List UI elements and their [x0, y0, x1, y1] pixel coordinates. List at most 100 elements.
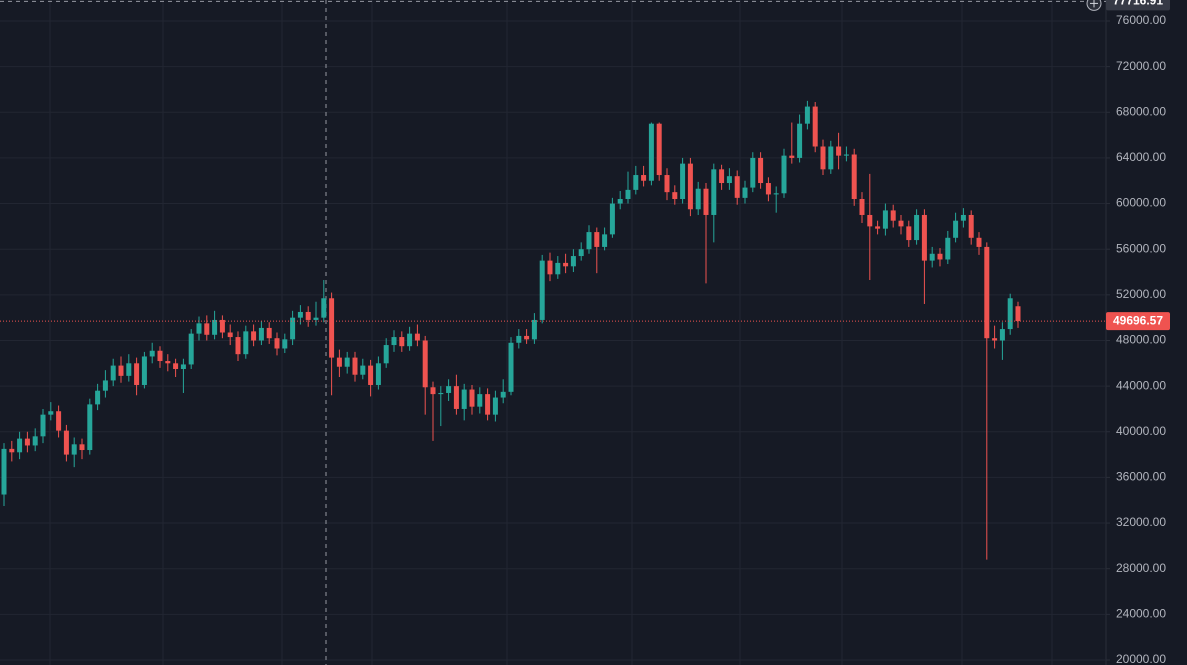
- y-tick-label: 36000.00: [1116, 470, 1166, 484]
- candle-body: [165, 361, 171, 364]
- candle-body: [399, 337, 405, 347]
- y-tick-label: 76000.00: [1116, 13, 1166, 27]
- candle-body: [789, 155, 795, 158]
- candle-body: [531, 319, 537, 340]
- candle-body: [999, 329, 1005, 341]
- candle-body: [251, 331, 257, 341]
- candle-body: [313, 317, 319, 320]
- candle-body: [368, 365, 374, 385]
- y-tick-label: 44000.00: [1116, 378, 1166, 392]
- candle-body: [48, 411, 54, 415]
- candle-body: [656, 123, 662, 176]
- candle-body: [765, 183, 771, 195]
- candle-body: [360, 365, 366, 375]
- candle-body: [258, 327, 264, 341]
- candle-body: [602, 234, 608, 247]
- candle-body: [664, 175, 670, 193]
- y-tick-label: 32000.00: [1116, 515, 1166, 529]
- last-price-box: [1106, 312, 1170, 331]
- candle-body: [875, 226, 881, 229]
- candle-body: [539, 260, 545, 320]
- candle-body: [992, 338, 998, 341]
- candle-body: [446, 386, 452, 393]
- candle-body: [79, 444, 85, 451]
- candle-body: [625, 189, 631, 199]
- candle-body: [648, 123, 654, 181]
- candle-body: [914, 214, 920, 241]
- candle-body: [1, 448, 7, 495]
- candle-body: [243, 331, 249, 355]
- candle-body: [329, 298, 335, 358]
- candle-body: [563, 262, 569, 267]
- candle-body: [95, 390, 101, 405]
- candle-body: [71, 444, 77, 455]
- candle-body: [461, 389, 467, 409]
- candle-body: [17, 438, 23, 453]
- y-tick-label: 24000.00: [1116, 607, 1166, 621]
- candle-body: [1015, 306, 1021, 322]
- candle-body: [547, 260, 553, 275]
- y-tick-label: 60000.00: [1116, 196, 1166, 210]
- candle-body: [282, 339, 288, 349]
- candle-body: [438, 392, 444, 395]
- candle-body: [555, 262, 561, 275]
- candle-body: [290, 317, 296, 340]
- y-tick-label: 72000.00: [1116, 59, 1166, 73]
- candle-body: [921, 214, 927, 261]
- candle-body: [375, 363, 381, 385]
- candle-body: [196, 323, 202, 334]
- candle-body: [110, 365, 116, 381]
- candle-body: [141, 356, 147, 385]
- candle-body: [407, 333, 413, 347]
- last-price-label: 49696.57: [1113, 313, 1163, 327]
- candle-body: [804, 106, 810, 124]
- candle-body: [719, 169, 725, 184]
- candle-body: [63, 430, 69, 455]
- candle-body: [453, 386, 459, 409]
- candle-body: [149, 350, 155, 357]
- y-tick-label: 48000.00: [1116, 333, 1166, 347]
- candle-body: [492, 397, 498, 415]
- candle-body: [32, 436, 38, 446]
- candle-body: [758, 157, 764, 184]
- candle-body: [898, 220, 904, 227]
- candle-body: [726, 176, 732, 184]
- candle-body: [781, 155, 787, 194]
- candle-body: [836, 146, 842, 156]
- candle-body: [126, 363, 132, 376]
- candle-body: [851, 154, 857, 199]
- candle-body: [180, 364, 186, 370]
- candle-body: [890, 210, 896, 221]
- candle-body: [594, 232, 600, 247]
- candle-body: [859, 198, 865, 215]
- candle-body: [469, 389, 475, 407]
- y-tick-label: 40000.00: [1116, 424, 1166, 438]
- candle-body: [960, 214, 966, 221]
- candle-body: [477, 394, 483, 407]
- candle-body: [40, 414, 46, 437]
- candle-body: [734, 176, 740, 198]
- candle-body: [570, 256, 576, 267]
- candle-body: [118, 365, 124, 376]
- candle-body: [984, 246, 990, 339]
- candle-body: [516, 335, 522, 343]
- candle-body: [9, 448, 15, 453]
- candle-body: [828, 146, 834, 170]
- candle-body: [219, 319, 225, 333]
- candle-body: [134, 363, 140, 385]
- candle-body: [578, 249, 584, 257]
- candle-body: [391, 337, 397, 346]
- candle-body: [352, 357, 358, 375]
- candle-body: [953, 220, 959, 238]
- crosshair-price-box: [1106, 0, 1170, 11]
- y-tick-label: 28000.00: [1116, 561, 1166, 575]
- candle-body: [906, 226, 912, 241]
- candle-body: [812, 106, 818, 147]
- candle-body: [173, 363, 179, 370]
- candle-body: [820, 146, 826, 170]
- candle-body: [266, 327, 272, 339]
- candle-body: [87, 404, 93, 451]
- candle-body: [586, 232, 592, 250]
